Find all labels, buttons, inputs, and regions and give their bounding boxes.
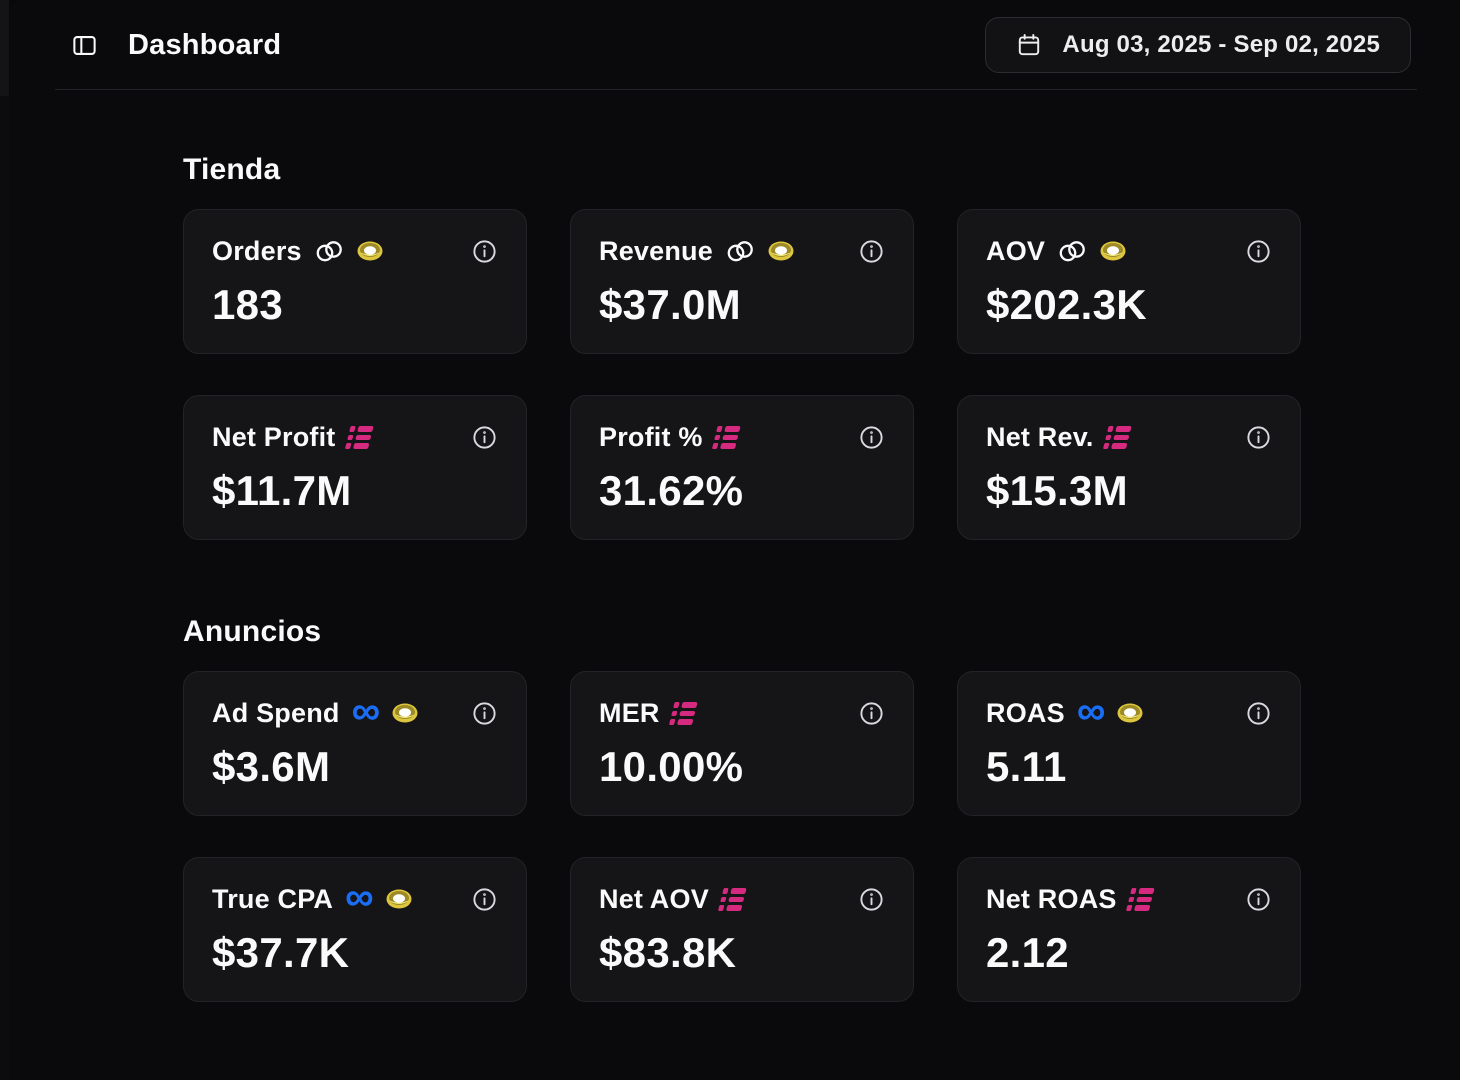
metric-label: Net Profit — [212, 421, 336, 452]
metric-source-icons — [344, 425, 374, 449]
metric-source-icons — [668, 701, 698, 725]
metric-source-icons — [717, 887, 747, 911]
pink-checklist-icon — [1102, 425, 1132, 449]
metric-source-icons — [1125, 887, 1155, 911]
metric-card: ROAS ∞ 5.11 — [957, 671, 1301, 816]
metrics-grid: Ad Spend ∞ $3.6M MER — [183, 671, 1301, 1002]
metric-source-icons: ∞ — [1076, 689, 1146, 733]
metric-value: 2.12 — [986, 929, 1069, 976]
pink-checklist-icon — [668, 701, 698, 725]
meta-icon: ∞ — [351, 689, 381, 733]
metric-label: Net Rev. — [986, 421, 1094, 452]
gold-coin-icon — [766, 239, 796, 263]
metrics-section: Tienda Orders 183 Revenue — [183, 153, 1301, 540]
sidebar-panel-icon — [71, 32, 98, 59]
metric-card: MER 10.00% — [570, 671, 914, 816]
metric-card: Net Rev. $15.3M — [957, 395, 1301, 540]
metric-source-icons — [1102, 425, 1132, 449]
metric-card: Revenue $37.0M — [570, 209, 914, 354]
gold-coin-icon — [384, 887, 414, 911]
meta-icon: ∞ — [1076, 689, 1106, 733]
info-icon[interactable] — [858, 700, 885, 727]
page-title: Dashboard — [128, 28, 282, 61]
metric-card: Profit % 31.62% — [570, 395, 914, 540]
metric-value: $83.8K — [599, 929, 737, 976]
info-icon[interactable] — [1245, 238, 1272, 265]
metrics-section: Anuncios Ad Spend ∞ $3.6M MER — [183, 615, 1301, 1002]
pink-checklist-icon — [711, 425, 741, 449]
info-icon[interactable] — [471, 886, 498, 913]
metric-card: AOV $202.3K — [957, 209, 1301, 354]
gold-coin-icon — [1115, 701, 1145, 725]
metric-label: ROAS — [986, 697, 1065, 728]
section-title: Tienda — [183, 153, 281, 186]
metric-value: $15.3M — [986, 467, 1128, 514]
gold-coin-icon — [1098, 239, 1128, 263]
metric-value: $3.6M — [212, 743, 331, 790]
metric-value: 183 — [212, 281, 283, 328]
metric-label: Net AOV — [599, 883, 709, 914]
metric-card: Net AOV $83.8K — [570, 857, 914, 1002]
metric-card: Orders 183 — [183, 209, 527, 354]
metric-value: $202.3K — [986, 281, 1147, 328]
pink-checklist-icon — [1125, 887, 1155, 911]
metric-card: Net ROAS 2.12 — [957, 857, 1301, 1002]
pink-checklist-icon — [344, 425, 374, 449]
metric-label: True CPA — [212, 883, 334, 914]
metric-value: 5.11 — [986, 743, 1067, 790]
info-icon[interactable] — [1245, 886, 1272, 913]
linked-rings-icon — [725, 238, 756, 265]
metric-label: Orders — [212, 235, 302, 266]
sidebar-toggle-button[interactable] — [64, 25, 104, 65]
info-icon[interactable] — [471, 424, 498, 451]
metric-source-icons — [725, 238, 796, 265]
metric-label: Revenue — [599, 235, 713, 266]
info-icon[interactable] — [858, 424, 885, 451]
metrics-grid: Orders 183 Revenue — [183, 209, 1301, 540]
metric-value: 31.62% — [599, 467, 744, 514]
section-title: Anuncios — [183, 615, 322, 648]
app-window: Dashboard Aug 03, 2025 - Sep 02, 2025 Ti… — [9, 0, 1460, 1080]
metric-source-icons — [1057, 238, 1128, 265]
info-icon[interactable] — [471, 238, 498, 265]
info-icon[interactable] — [858, 238, 885, 265]
collapsed-sidebar-rail — [0, 0, 9, 1080]
metric-label: MER — [599, 697, 660, 728]
metric-value: $11.7M — [212, 467, 352, 514]
metric-source-icons: ∞ — [351, 689, 421, 733]
metric-source-icons — [711, 425, 741, 449]
info-icon[interactable] — [858, 886, 885, 913]
metric-card: Net Profit $11.7M — [183, 395, 527, 540]
info-icon[interactable] — [1245, 424, 1272, 451]
metric-value: 10.00% — [599, 743, 744, 790]
info-icon[interactable] — [471, 700, 498, 727]
date-range-picker[interactable]: Aug 03, 2025 - Sep 02, 2025 — [985, 17, 1411, 73]
metric-source-icons: ∞ — [345, 875, 414, 919]
date-range-label: Aug 03, 2025 - Sep 02, 2025 — [1062, 31, 1380, 58]
calendar-icon — [1016, 32, 1042, 58]
gold-coin-icon — [390, 701, 420, 725]
linked-rings-icon — [1057, 238, 1088, 265]
gold-coin-icon — [355, 239, 385, 263]
metric-label: Ad Spend — [212, 697, 340, 728]
metric-value: $37.7K — [212, 929, 350, 976]
metric-card: True CPA ∞ $37.7K — [183, 857, 527, 1002]
metric-source-icons — [314, 238, 385, 265]
linked-rings-icon — [314, 238, 345, 265]
metric-value: $37.0M — [599, 281, 741, 328]
meta-icon: ∞ — [345, 875, 374, 919]
metric-label: AOV — [986, 235, 1046, 266]
metric-card: Ad Spend ∞ $3.6M — [183, 671, 527, 816]
pink-checklist-icon — [717, 887, 747, 911]
metric-label: Net ROAS — [986, 883, 1117, 914]
metric-label: Profit % — [599, 421, 703, 452]
header-bar: Dashboard Aug 03, 2025 - Sep 02, 2025 — [9, 0, 1460, 90]
dashboard-content: Tienda Orders 183 Revenue — [9, 153, 1460, 1002]
info-icon[interactable] — [1245, 700, 1272, 727]
